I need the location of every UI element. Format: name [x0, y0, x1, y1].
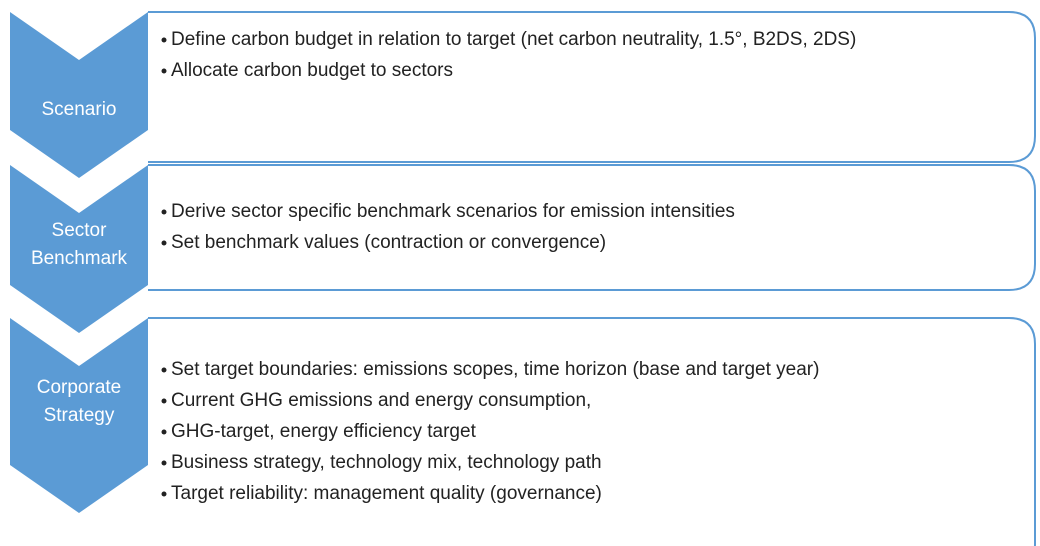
step-label: Scenario — [42, 99, 117, 120]
content-box — [148, 317, 1036, 546]
bullet-dot — [161, 367, 167, 373]
bullet-dot — [161, 460, 167, 466]
chevron — [10, 12, 148, 178]
bullet-dot — [161, 209, 167, 215]
bullet-text: Set benchmark values (contraction or con… — [171, 232, 606, 253]
step-label: Corporate — [37, 377, 122, 398]
bullet-dot — [161, 68, 167, 74]
bullet-text: Derive sector specific benchmark scenari… — [171, 201, 735, 222]
bullet-text: Target reliability: management quality (… — [171, 483, 602, 504]
bullet-dot — [161, 240, 167, 246]
bullet-dot — [161, 491, 167, 497]
chevron — [10, 165, 148, 333]
bullet-text: GHG-target, energy efficiency target — [171, 421, 477, 442]
content-box — [148, 164, 1036, 291]
bullet-dot — [161, 398, 167, 404]
bullet-dot — [161, 37, 167, 43]
step-label: Strategy — [44, 405, 115, 426]
step-label: Sector — [52, 220, 108, 241]
step-label: Benchmark — [31, 248, 128, 269]
bullet-text: Define carbon budget in relation to targ… — [171, 29, 856, 50]
bullet-text: Allocate carbon budget to sectors — [171, 60, 453, 81]
bullet-dot — [161, 429, 167, 435]
content-box — [148, 11, 1036, 163]
chevron — [10, 318, 148, 513]
bullet-text: Current GHG emissions and energy consump… — [171, 390, 591, 411]
bullet-text: Set target boundaries: emissions scopes,… — [171, 359, 819, 380]
bullet-text: Business strategy, technology mix, techn… — [171, 452, 602, 473]
